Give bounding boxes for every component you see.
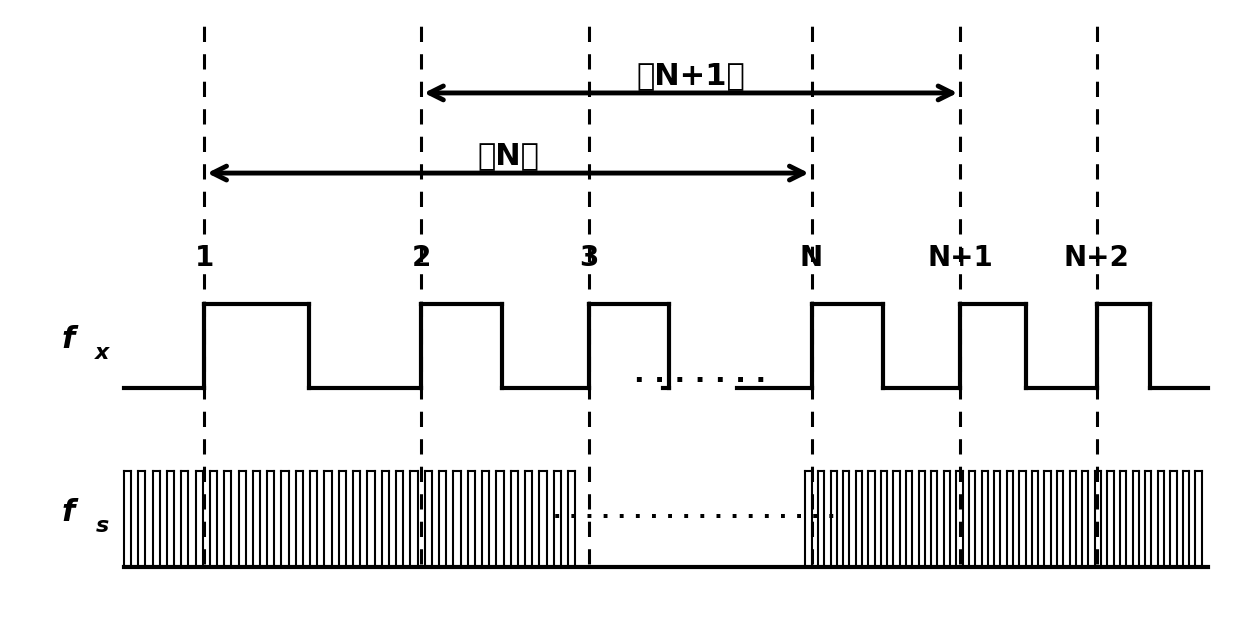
Text: N: N [800,244,823,272]
Text: 3: 3 [579,244,598,272]
Text: · · · · · · ·: · · · · · · · [634,367,766,395]
Text: 2: 2 [411,244,431,272]
Text: N+2: N+2 [1063,244,1130,272]
Text: x: x [95,342,110,363]
Text: 1: 1 [195,244,214,272]
Text: f: f [61,325,74,354]
Text: s: s [95,515,109,536]
Text: 第N+1次: 第N+1次 [637,61,745,90]
Text: f: f [61,498,74,528]
Text: N+1: N+1 [927,244,994,272]
Text: · · · · · · · · · · · · · · · · · ·: · · · · · · · · · · · · · · · · · · [553,507,835,528]
Text: 第N次: 第N次 [477,141,539,170]
